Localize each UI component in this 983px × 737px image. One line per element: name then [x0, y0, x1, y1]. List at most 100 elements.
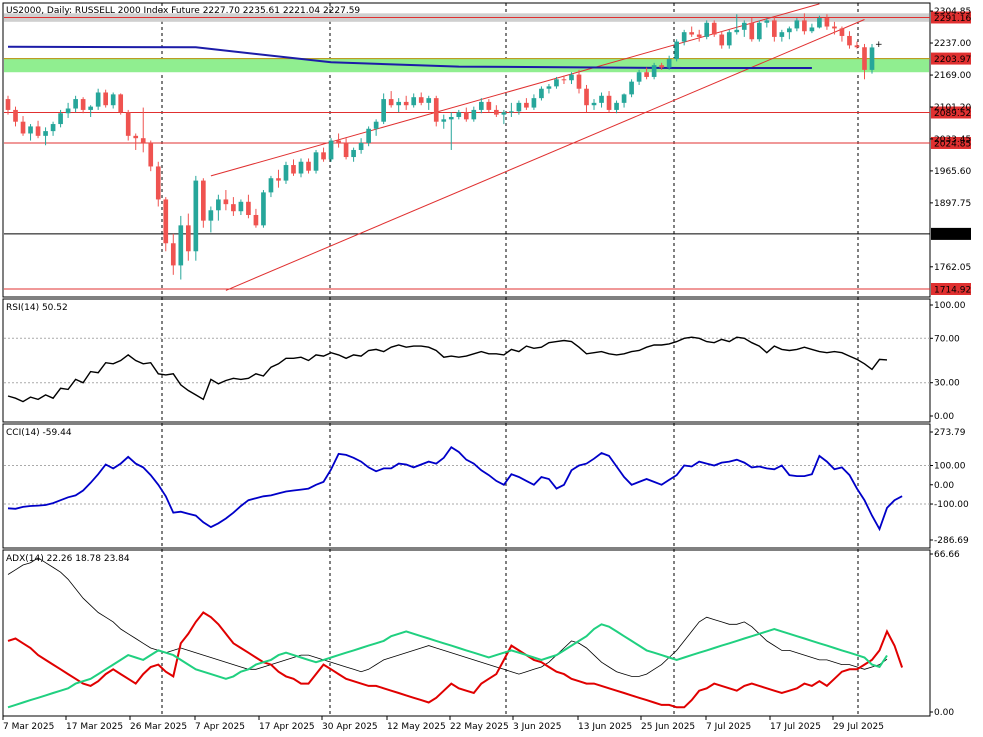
candle-body [832, 26, 837, 29]
candle-body [779, 32, 785, 37]
candle-body [734, 29, 740, 33]
candle-body [674, 41, 679, 60]
candle-body [539, 88, 544, 99]
candle-body [231, 204, 236, 212]
candle-body [456, 112, 462, 117]
candle-body [509, 111, 514, 113]
price-tick-label: 2304.85 [934, 7, 971, 17]
candle-body [531, 98, 537, 108]
time-tick-label: 12 May 2025 [387, 722, 446, 732]
rsi-tick-label: 0.00 [934, 412, 954, 422]
candle-body [636, 72, 642, 82]
candle-body [88, 106, 93, 110]
candle-body [584, 88, 589, 106]
candle-body [58, 113, 63, 125]
candle-body [569, 74, 574, 81]
candle-body [824, 18, 830, 27]
time-tick-label: 3 Jun 2025 [513, 722, 561, 732]
candle-body [501, 112, 507, 115]
time-tick-label: 30 Apr 2025 [322, 722, 378, 732]
time-tick-label: 29 Jul 2025 [833, 722, 884, 732]
candle-body [463, 112, 469, 120]
candle-body [471, 109, 477, 120]
level-label-bg [931, 106, 971, 119]
level-label-bg [931, 227, 971, 240]
candle-body [13, 109, 18, 122]
level-label: 1714.92 [934, 286, 971, 296]
candle-body [328, 140, 334, 160]
current-price-marker: + [875, 40, 883, 50]
candle-body [644, 72, 649, 77]
candle-body [494, 109, 499, 115]
candle-body [110, 94, 116, 106]
candle-body [546, 86, 552, 89]
candle-body [65, 108, 71, 114]
time-tick-label: 7 Jul 2025 [706, 722, 751, 732]
price-pane[interactable]: 2291.16 2203.97 2089.52 2024.85 1831.89 1714.… [4, 3, 971, 296]
adx-plus-di-line [7, 623, 888, 709]
candle-body [862, 47, 867, 70]
candle-body [185, 225, 191, 252]
candle-body [839, 28, 845, 36]
price-tick-label: 2237.00 [934, 39, 971, 49]
candle-body [306, 161, 311, 171]
candle-body [125, 112, 131, 136]
candle-body [118, 94, 124, 113]
time-tick-label: 25 Jun 2025 [641, 722, 695, 732]
time-tick-label: 22 May 2025 [450, 722, 509, 732]
candle-body [388, 99, 394, 106]
candle-body [711, 22, 717, 35]
candle-body [396, 101, 402, 106]
candle-body [95, 92, 101, 107]
time-tick-label: 17 Mar 2025 [66, 722, 123, 732]
time-tick-label: 7 Mar 2025 [3, 722, 54, 732]
candle-body [847, 35, 852, 46]
candle-body [591, 102, 597, 106]
candle-body [351, 149, 356, 158]
candle-body [606, 95, 612, 110]
rsi-line [7, 336, 888, 403]
candle-body [854, 45, 860, 48]
candle-body [246, 201, 251, 215]
candle-body [366, 128, 371, 143]
cci-line [7, 445, 903, 532]
candle-body [358, 142, 364, 150]
candle-body [276, 178, 281, 181]
candle-body [216, 199, 221, 211]
time-tick-label: 17 Jul 2025 [770, 722, 821, 732]
rsi-pane[interactable]: RSI(14) 50.52 100.00 70.00 30.00 0.00 [4, 301, 966, 422]
price-tick-label: 1965.60 [934, 167, 971, 177]
price-tick-label: 2101.20 [934, 103, 971, 113]
adx-pane[interactable]: ADX(14) 22.26 18.78 23.84 66.66 0.00 [6, 550, 960, 718]
candle-body [666, 59, 672, 68]
rsi-label: RSI(14) 50.52 [6, 303, 68, 313]
price-tick-label: 2033.45 [934, 135, 971, 145]
candle-body [869, 47, 875, 70]
time-tick-label: 13 Jun 2025 [578, 722, 632, 732]
time-tick-label: 17 Apr 2025 [259, 722, 315, 732]
candle-body [787, 28, 792, 33]
time-tick-label: 7 Apr 2025 [195, 722, 245, 732]
candle-body [418, 97, 424, 103]
adx-main-line [7, 557, 888, 677]
candle-body [178, 225, 184, 266]
candle-body [35, 126, 41, 136]
candle-body [373, 121, 379, 129]
candle-body [5, 99, 11, 110]
time-tick-label: 26 Mar 2025 [130, 722, 187, 732]
candle-body [73, 99, 78, 109]
candle-body [629, 81, 634, 95]
candle-body [651, 65, 657, 77]
level-label: 1831.89 [934, 230, 971, 240]
candle-body [80, 99, 86, 110]
level-label-bg [931, 283, 971, 295]
cci-pane[interactable]: CCI(14) -59.44 273.79 100.00 0.00 -100.00 -28… [4, 428, 969, 546]
candle-body [403, 101, 409, 106]
level-label-bg [931, 11, 971, 24]
moving-average-line [7, 45, 812, 69]
candle-body [343, 142, 349, 158]
level-label: 2024.85 [934, 139, 971, 149]
pane-border-adx [2, 549, 931, 717]
candle-body [817, 18, 822, 28]
